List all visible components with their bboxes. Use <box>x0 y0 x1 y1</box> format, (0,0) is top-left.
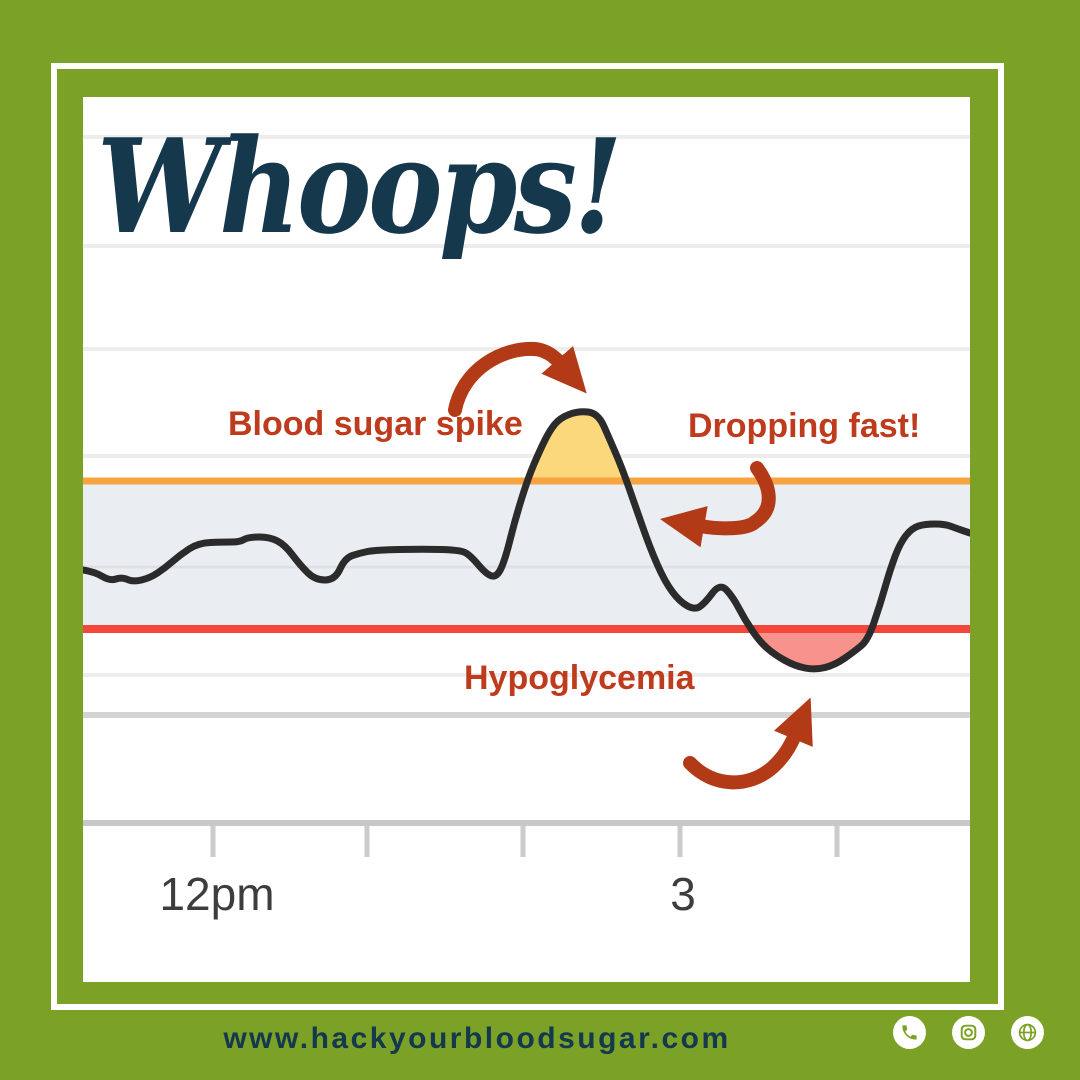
instagram-icon[interactable] <box>952 1016 985 1049</box>
globe-glyph <box>1018 1023 1037 1042</box>
glucose-line <box>83 408 970 673</box>
social-icons <box>893 1016 1044 1049</box>
chart-card: Whoops! Blood sugar spike Dropping fast!… <box>83 97 970 982</box>
instagram-glyph <box>960 1024 977 1041</box>
x-axis-label-12pm: 12pm <box>159 868 275 920</box>
annotation-hypoglycemia: Hypoglycemia <box>464 659 695 697</box>
hypo-arrow <box>683 697 813 790</box>
phone-glyph <box>902 1025 917 1040</box>
spike-arrow <box>448 341 587 417</box>
dropping-arrow <box>659 461 776 548</box>
target-band <box>83 481 970 629</box>
annotation-blood-sugar-spike: Blood sugar spike <box>228 405 523 443</box>
x-axis-label-3: 3 <box>670 868 696 920</box>
website-url[interactable]: www.hackyourbloodsugar.com <box>223 1022 731 1055</box>
phone-icon[interactable] <box>893 1016 926 1049</box>
frame-border <box>51 63 1004 1010</box>
page-title: Whoops! <box>97 110 623 263</box>
globe-icon[interactable] <box>1011 1016 1044 1049</box>
glucose-chart <box>83 135 970 857</box>
annotation-dropping-fast: Dropping fast! <box>688 407 921 445</box>
